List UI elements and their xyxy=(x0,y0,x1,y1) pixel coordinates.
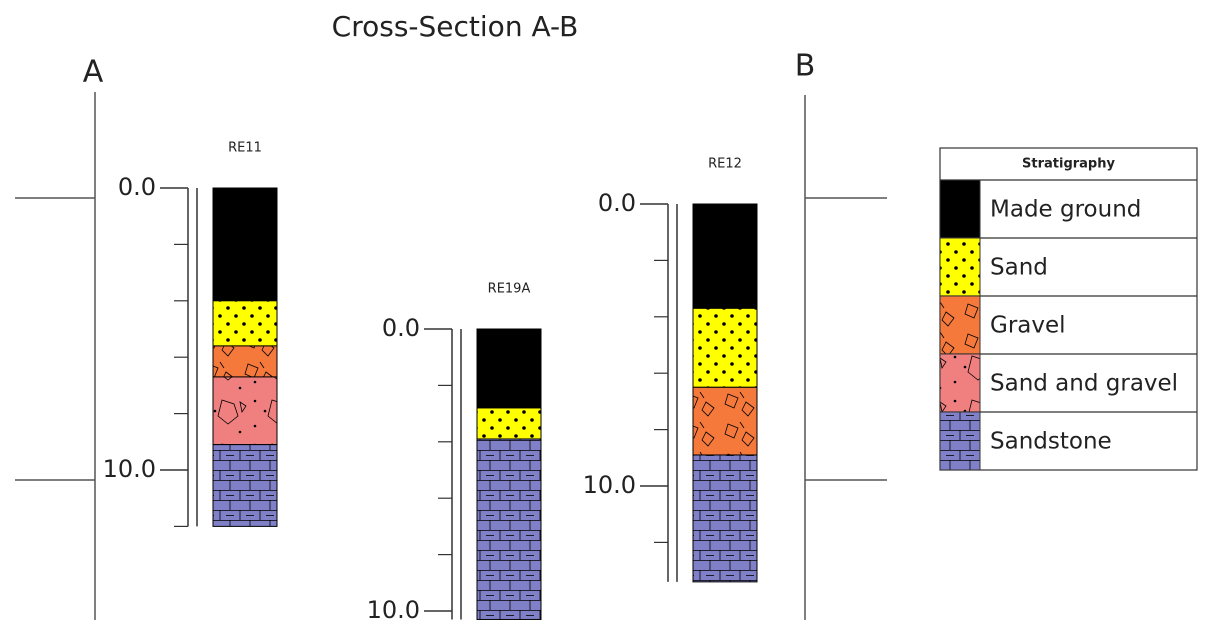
borehole: RE12 0.0 10.0 xyxy=(583,157,757,582)
layer xyxy=(693,387,757,455)
layer xyxy=(213,188,277,301)
legend-label: Sand and gravel xyxy=(990,371,1178,397)
borehole: RE11 0.0 10.0 xyxy=(103,141,277,527)
borehole-label: RE11 xyxy=(228,141,262,156)
layer xyxy=(213,301,277,346)
layer xyxy=(213,346,277,377)
section-end: B xyxy=(795,49,816,84)
legend-label: Gravel xyxy=(990,313,1066,339)
legend-swatch xyxy=(940,412,980,470)
legend-swatch xyxy=(940,238,980,296)
layer xyxy=(477,439,541,619)
tick-label: 10.0 xyxy=(367,596,420,624)
section-end: A xyxy=(83,55,104,90)
legend: Stratigraphy Made ground Sand Gravel Sand an… xyxy=(940,148,1197,470)
tick-label: 10.0 xyxy=(103,455,156,483)
tick-label: 0.0 xyxy=(382,314,420,342)
legend-label: Made ground xyxy=(990,197,1141,223)
legend-swatch xyxy=(940,180,980,238)
layer xyxy=(477,329,541,408)
legend-title: Stratigraphy xyxy=(1022,157,1115,172)
borehole: RE19A 0.0 10.0 xyxy=(367,282,541,625)
legend-swatch xyxy=(940,354,980,412)
tick-label: 10.0 xyxy=(583,471,636,499)
layer xyxy=(213,377,277,445)
legend-swatch xyxy=(940,296,980,354)
tick-label: 0.0 xyxy=(118,173,156,201)
layer xyxy=(213,445,277,527)
legend-label: Sandstone xyxy=(990,429,1112,455)
borehole-label: RE19A xyxy=(488,282,531,297)
tick-label: 0.0 xyxy=(598,189,636,217)
borehole-label: RE12 xyxy=(708,157,742,172)
layer xyxy=(693,308,757,387)
title: Cross-Section A-B xyxy=(332,10,579,43)
layer xyxy=(693,455,757,582)
legend-label: Sand xyxy=(990,255,1048,281)
layer xyxy=(477,408,541,439)
layer xyxy=(693,204,757,308)
cross-section: Cross-Section A-B A B RE11 0.0 10.0 RE19A 0.… xyxy=(0,0,1205,629)
